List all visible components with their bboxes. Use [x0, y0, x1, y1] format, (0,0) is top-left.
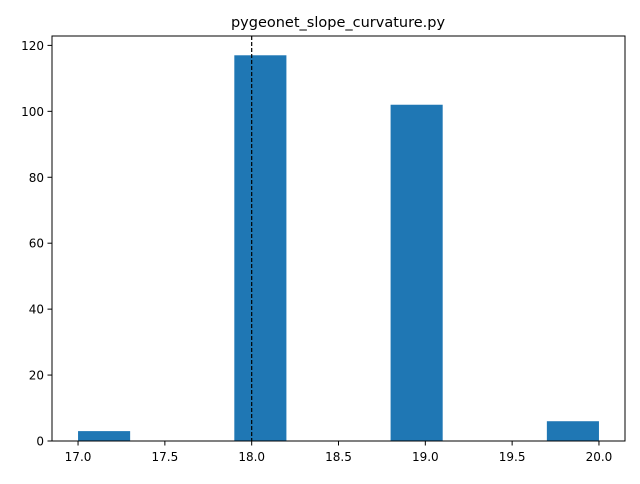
x-tick-label: 18.5 [325, 450, 352, 464]
y-tick-label: 0 [36, 435, 44, 449]
x-tick-label: 18.0 [238, 450, 265, 464]
y-tick-label: 60 [29, 237, 44, 251]
y-tick-label: 40 [29, 303, 44, 317]
y-tick-label: 120 [21, 39, 44, 53]
x-axis-ticks: 17.0 17.5 18.0 18.5 19.0 19.5 20.0 [65, 441, 613, 464]
x-tick-label: 19.5 [499, 450, 526, 464]
y-axis-ticks: 0 20 40 60 80 100 120 [21, 39, 52, 449]
x-tick-label: 20.0 [586, 450, 613, 464]
axes-layer [51, 35, 626, 442]
x-tick-label: 19.0 [412, 450, 439, 464]
histogram-bar [234, 55, 287, 442]
x-tick-label: 17.0 [65, 450, 92, 464]
y-tick-label: 80 [29, 171, 44, 185]
histogram-bar [78, 431, 131, 441]
y-tick-label: 20 [29, 369, 44, 383]
histogram-bar [390, 104, 443, 441]
plot-frame [51, 35, 626, 442]
x-tick-label: 17.5 [152, 450, 179, 464]
histogram-bar [546, 421, 599, 441]
y-tick-label: 100 [21, 105, 44, 119]
bars-layer [78, 55, 599, 442]
chart-title: pygeonet_slope_curvature.py [231, 15, 445, 31]
